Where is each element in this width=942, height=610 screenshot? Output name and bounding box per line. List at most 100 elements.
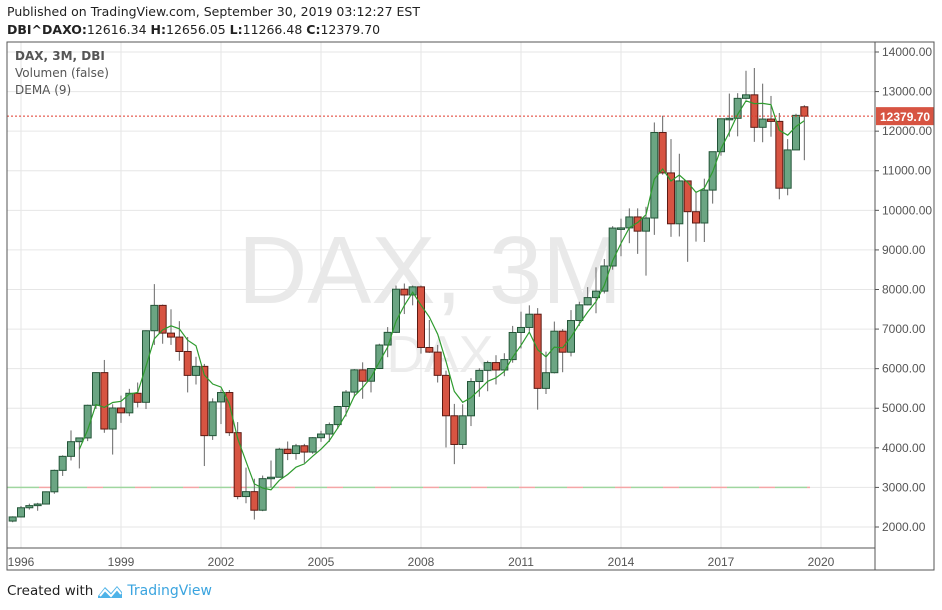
candle-body: [366, 368, 375, 382]
candle-2009-Q2: [458, 404, 467, 450]
candle-2000-Q3: [166, 309, 175, 345]
candle-body: [258, 478, 267, 511]
candle-2002-Q3: [233, 422, 242, 500]
candle-body: [800, 106, 809, 117]
candle-2013-Q3: [600, 259, 609, 294]
candle-2012-Q4: [575, 301, 584, 326]
candle-body: [541, 372, 550, 389]
candle-2008-Q2: [425, 319, 434, 353]
y-tick-label: 4000.00: [882, 441, 926, 455]
candle-body: [741, 94, 750, 99]
candle-body: [783, 149, 792, 189]
candle-body: [675, 180, 684, 225]
candle-2018-Q2: [758, 83, 767, 143]
close-value: 12379.70: [320, 22, 381, 37]
candle-2016-Q3: [700, 178, 709, 242]
candle-body: [325, 424, 334, 435]
candle-body: [116, 407, 125, 414]
candle-2011-Q3: [533, 308, 542, 410]
candle-2001-Q2: [191, 356, 200, 385]
candle-2011-Q4: [541, 351, 550, 394]
candle-body: [75, 437, 84, 443]
candle-body: [341, 391, 350, 408]
candle-body: [83, 404, 92, 439]
candle-2015-Q2: [658, 115, 667, 175]
candle-body: [391, 288, 400, 333]
candle-2009-Q4: [475, 368, 484, 397]
legend-title[interactable]: DAX, 3M, DBI: [15, 49, 105, 63]
candle-2004-Q2: [291, 443, 300, 460]
candle-body: [150, 304, 159, 332]
x-tick-label: 2017: [708, 555, 735, 569]
candle-2019-Q2: [791, 113, 800, 151]
candle-2000-Q4: [175, 321, 184, 361]
low-value: 11266.48: [242, 22, 303, 37]
candle-2009-Q3: [466, 378, 475, 427]
candle-2013-Q1: [583, 287, 592, 306]
created-with-label: Created with: [7, 583, 94, 599]
legend-volume[interactable]: Volumen (false): [15, 66, 109, 80]
candle-body: [91, 372, 100, 406]
candle-2002-Q1: [216, 389, 225, 425]
candle-body: [508, 331, 517, 361]
candle-body: [166, 332, 175, 338]
candle-body: [666, 172, 675, 225]
candle-1998-Q1: [83, 404, 92, 442]
candle-body: [750, 94, 759, 128]
candle-body: [716, 118, 725, 153]
candle-body: [291, 445, 300, 455]
candle-2001-Q3: [200, 363, 209, 467]
candle-body: [241, 491, 250, 498]
candle-2018-Q1: [750, 67, 759, 142]
candle-1997-Q3: [66, 430, 75, 461]
candle-2019-Q1: [783, 139, 792, 196]
x-tick-label: 2014: [608, 555, 635, 569]
ohlc-line: DBI^DAXO:12616.34 H:12656.05 L:11266.48 …: [7, 22, 380, 37]
x-tick-label: 2008: [408, 555, 435, 569]
candle-1997-Q2: [58, 455, 67, 476]
candle-body: [358, 369, 367, 382]
candle-body: [66, 441, 75, 457]
candle-1998-Q2: [91, 372, 100, 410]
legend-dema[interactable]: DEMA (9): [15, 83, 72, 97]
candle-2014-Q4: [641, 206, 650, 276]
candle-2006-Q1: [350, 369, 359, 398]
candle-2000-Q1: [150, 284, 159, 345]
candle-2002-Q2: [225, 390, 234, 436]
candle-body: [616, 227, 625, 230]
candle-2014-Q1: [616, 218, 625, 257]
candle-body: [700, 189, 709, 224]
candle-1998-Q4: [108, 404, 117, 455]
candle-2017-Q2: [725, 93, 734, 137]
candle-1996-Q3: [33, 502, 42, 511]
candle-2006-Q4: [375, 343, 384, 370]
candle-body: [550, 330, 559, 374]
candle-1995-Q4: [8, 516, 17, 523]
candle-2016-Q2: [691, 191, 700, 242]
footer: Created with TradingView: [7, 583, 212, 599]
candle-body: [600, 265, 609, 292]
y-tick-label: 3000.00: [882, 480, 926, 494]
candle-body: [683, 180, 692, 213]
candle-body: [283, 448, 292, 455]
candle-2003-Q4: [275, 447, 284, 478]
candle-body: [641, 217, 650, 232]
y-tick-label: 10000.00: [882, 203, 932, 217]
candle-2005-Q2: [325, 422, 334, 442]
x-tick-label: 1996: [8, 555, 35, 569]
candle-body: [25, 505, 34, 509]
candle-body: [225, 392, 234, 434]
candle-1999-Q1: [116, 395, 125, 423]
candle-body: [558, 330, 567, 353]
candle-2018-Q3: [766, 95, 775, 137]
tradingview-brand[interactable]: TradingView: [127, 583, 212, 599]
candle-2010-Q2: [491, 355, 500, 385]
candle-body: [200, 365, 209, 437]
open-value: 12616.34: [86, 22, 147, 37]
x-tick-label: 2020: [808, 555, 835, 569]
candle-2011-Q2: [525, 305, 534, 332]
high-value: 12656.05: [166, 22, 226, 37]
candle-2019-Q3: [800, 105, 809, 161]
candle-body: [458, 415, 467, 445]
